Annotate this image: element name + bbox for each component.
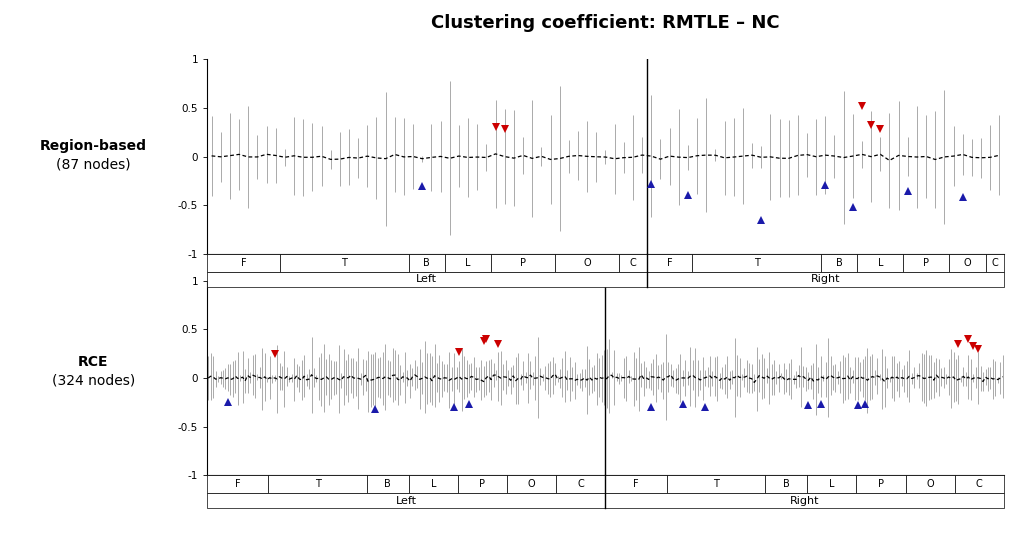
Text: B: B xyxy=(423,258,431,268)
Text: F: F xyxy=(633,479,639,489)
Text: Region-based: Region-based xyxy=(39,139,147,153)
Text: T: T xyxy=(713,479,719,489)
Text: L: L xyxy=(466,258,471,268)
Text: Left: Left xyxy=(395,496,417,505)
Text: L: L xyxy=(431,479,436,489)
Text: (324 nodes): (324 nodes) xyxy=(52,374,135,388)
Text: P: P xyxy=(923,258,929,268)
Text: Left: Left xyxy=(416,274,438,284)
Text: O: O xyxy=(926,479,934,489)
Text: F: F xyxy=(235,479,240,489)
Text: P: P xyxy=(520,258,526,268)
Text: C: C xyxy=(976,479,982,489)
Text: Right: Right xyxy=(790,496,820,505)
Text: P: P xyxy=(479,479,485,489)
Text: C: C xyxy=(992,258,998,268)
Text: T: T xyxy=(753,258,760,268)
Text: B: B xyxy=(835,258,842,268)
Text: O: O xyxy=(584,258,591,268)
Text: P: P xyxy=(878,479,884,489)
Text: L: L xyxy=(878,258,883,268)
Text: B: B xyxy=(384,479,391,489)
Text: F: F xyxy=(667,258,673,268)
Text: Right: Right xyxy=(810,274,840,284)
Text: F: F xyxy=(241,258,246,268)
Text: C: C xyxy=(578,479,584,489)
Text: Clustering coefficient: RMTLE – NC: Clustering coefficient: RMTLE – NC xyxy=(432,14,779,31)
Text: L: L xyxy=(829,479,834,489)
Text: (87 nodes): (87 nodes) xyxy=(56,158,130,172)
Text: O: O xyxy=(528,479,535,489)
Text: C: C xyxy=(629,258,637,268)
Text: RCE: RCE xyxy=(78,355,109,369)
Text: T: T xyxy=(342,258,348,268)
Text: B: B xyxy=(782,479,790,489)
Text: O: O xyxy=(964,258,971,268)
Text: T: T xyxy=(315,479,321,489)
